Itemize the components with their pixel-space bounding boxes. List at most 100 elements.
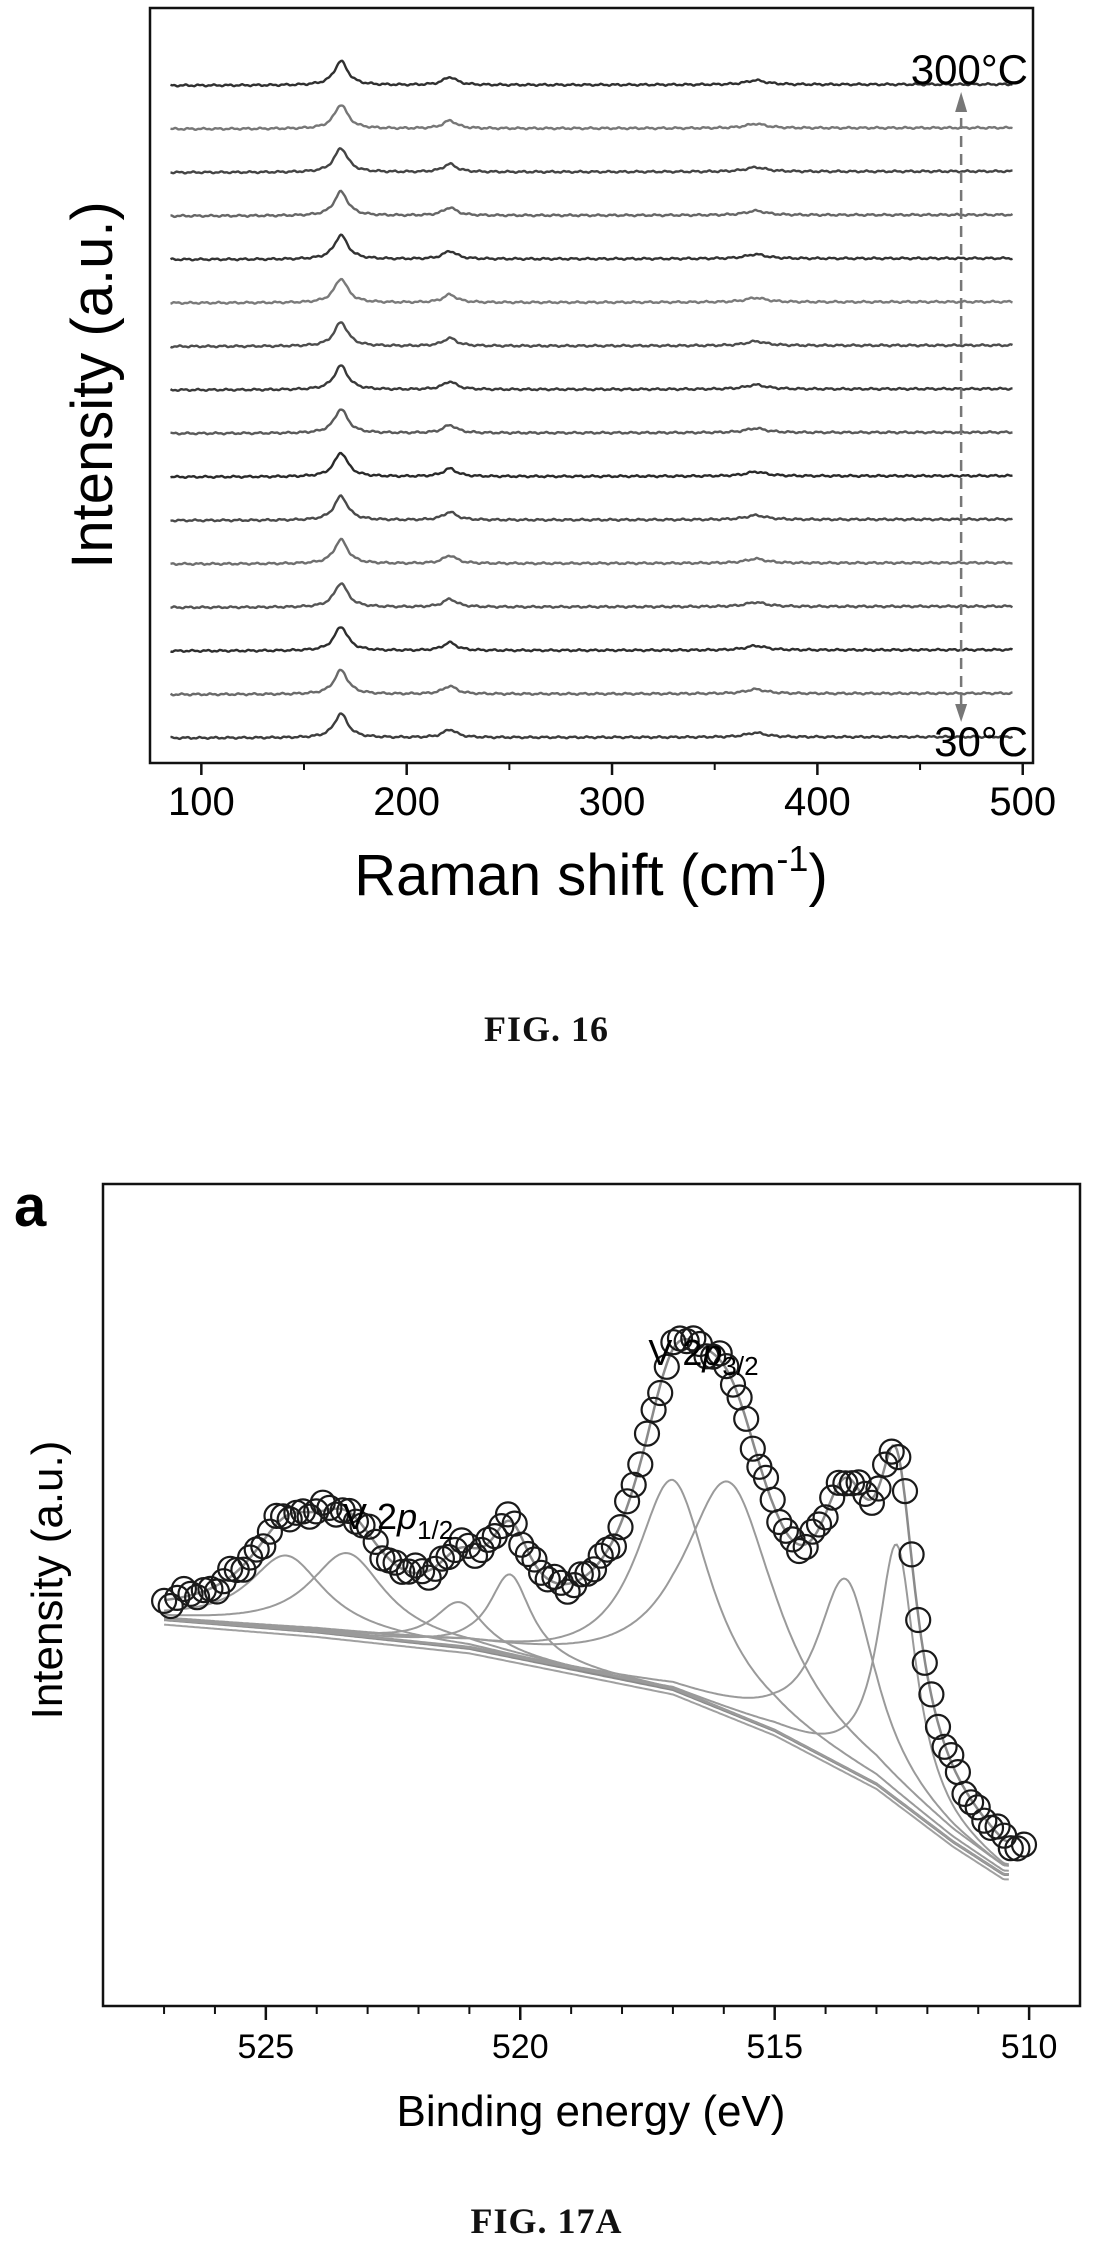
data-point-74: [633, 1420, 661, 1447]
spectrum-line-9: [169, 364, 1013, 393]
data-point-76: [647, 1379, 674, 1407]
data-point-46: [448, 1527, 475, 1554]
data-point-105: [838, 1470, 866, 1497]
data-point-44: [435, 1543, 462, 1571]
data-point-17: [256, 1518, 283, 1545]
annotation-300c: 300°C: [911, 46, 1028, 93]
spectrum-line-1: [170, 712, 1013, 741]
data-point-95: [772, 1517, 800, 1544]
envelope-fit-line: [163, 1337, 1010, 1844]
data-point-129: [997, 1835, 1024, 1862]
data-point-91: [746, 1453, 773, 1480]
data-point-32: [356, 1513, 383, 1540]
data-point-92: [752, 1464, 780, 1492]
spectrum-line-5: [170, 537, 1013, 567]
data-point-37: [389, 1558, 416, 1585]
data-point-111: [878, 1438, 905, 1465]
data-point-96: [779, 1526, 806, 1553]
data-point-33: [362, 1528, 389, 1556]
data-point-58: [527, 1559, 555, 1586]
spectrum-line-12: [170, 233, 1013, 262]
data-point-8: [197, 1575, 224, 1603]
x-axis-label: Raman shift (cm-1): [354, 838, 828, 908]
data-point-126: [977, 1814, 1005, 1842]
data-point-75: [640, 1396, 667, 1423]
data-point-24: [303, 1498, 330, 1525]
data-point-43: [428, 1545, 455, 1572]
data-point-86: [713, 1352, 740, 1380]
x-tick-label-515: 515: [746, 2028, 803, 2066]
spectrum-line-13: [170, 189, 1014, 219]
data-point-10: [210, 1568, 237, 1595]
x-tick-label-300: 300: [579, 780, 646, 824]
data-point-79: [666, 1325, 694, 1352]
data-point-101: [812, 1504, 839, 1531]
data-point-11: [217, 1555, 244, 1582]
data-point-68: [594, 1536, 621, 1563]
data-point-112: [885, 1443, 912, 1471]
data-point-119: [931, 1733, 958, 1760]
data-point-21: [283, 1499, 310, 1526]
spectrum-line-14: [170, 146, 1013, 175]
data-point-64: [567, 1561, 594, 1588]
temperature-arrow-down-head: [955, 704, 968, 722]
data-point-28: [329, 1497, 356, 1524]
data-point-127: [984, 1813, 1011, 1840]
y-axis-label: Intensity (a.u.): [60, 201, 125, 568]
data-point-41: [415, 1564, 442, 1591]
data-point-54: [501, 1510, 528, 1537]
data-point-97: [785, 1537, 813, 1565]
data-point-107: [852, 1480, 879, 1508]
spectrum-line-15: [170, 104, 1013, 132]
data-point-18: [263, 1502, 290, 1530]
data-point-53: [494, 1501, 522, 1528]
background-line-2: [164, 1623, 1009, 1881]
temperature-arrow-up-head: [955, 92, 968, 112]
component-peak-4: [164, 1573, 1009, 1876]
data-point-25: [309, 1489, 336, 1516]
panel-label: a: [14, 1174, 47, 1239]
data-point-87: [719, 1371, 747, 1398]
data-point-118: [924, 1713, 952, 1741]
data-point-6: [184, 1584, 211, 1611]
data-point-109: [865, 1475, 892, 1502]
data-point-115: [905, 1606, 932, 1634]
data-point-85: [706, 1340, 733, 1367]
x-tick-label-510: 510: [1001, 2028, 1058, 2066]
data-point-22: [289, 1498, 317, 1525]
data-point-40: [409, 1558, 436, 1585]
data-point-20: [276, 1506, 303, 1533]
data-point-31: [349, 1512, 376, 1539]
data-point-90: [739, 1435, 766, 1462]
x-tick-label-200: 200: [373, 780, 440, 824]
data-point-56: [514, 1540, 542, 1568]
data-point-26: [316, 1494, 343, 1522]
spectrum-line-11: [170, 277, 1013, 306]
data-point-51: [481, 1522, 508, 1550]
data-point-106: [845, 1469, 872, 1496]
data-point-65: [574, 1560, 601, 1587]
data-point-83: [693, 1343, 720, 1370]
data-point-39: [402, 1552, 429, 1579]
data-point-102: [819, 1484, 846, 1511]
data-point-78: [660, 1329, 687, 1356]
data-point-30: [342, 1508, 369, 1535]
data-point-88: [726, 1384, 753, 1411]
data-point-57: [521, 1546, 548, 1573]
data-point-117: [918, 1681, 945, 1708]
annotation-30c: 30°C: [934, 718, 1028, 765]
data-point-98: [792, 1533, 819, 1561]
data-point-27: [323, 1501, 350, 1528]
data-point-82: [686, 1330, 714, 1358]
component-peak-3: [164, 1601, 1009, 1876]
x-tick-label-100: 100: [168, 780, 235, 824]
peak-label-1: V 2p1/2: [343, 1496, 453, 1545]
spectrum-line-16: [170, 59, 1013, 88]
data-point-29: [336, 1497, 363, 1525]
data-point-4: [170, 1575, 197, 1603]
data-point-62: [554, 1578, 581, 1605]
data-point-19: [270, 1503, 297, 1530]
data-point-110: [871, 1451, 899, 1478]
data-point-122: [951, 1780, 978, 1808]
data-point-9: [203, 1578, 231, 1605]
